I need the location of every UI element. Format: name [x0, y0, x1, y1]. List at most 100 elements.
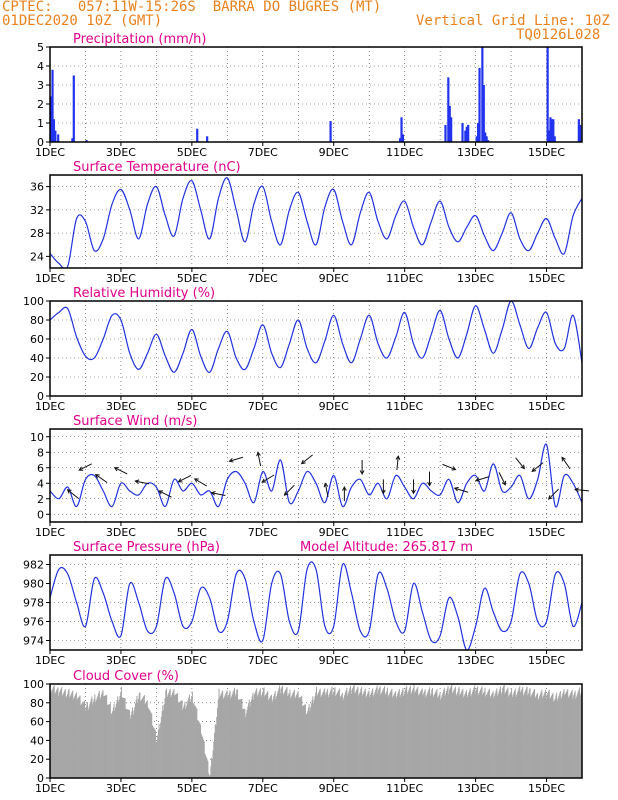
cloud-bar [95, 700, 97, 778]
cloud-bar [364, 690, 366, 778]
cloud-bar [344, 692, 346, 778]
cloud-xtick-label: 3DEC [106, 782, 136, 795]
cloud-bar [374, 692, 376, 778]
cloud-bar [301, 696, 303, 778]
cloud-bar [545, 698, 547, 778]
cloud-bar [269, 697, 271, 778]
temp-xtick-label: 7DEC [248, 272, 278, 285]
cloud-bar [225, 692, 227, 778]
cloud-bar [185, 706, 187, 778]
cloud-bar [64, 689, 66, 778]
cloud-bar [148, 708, 150, 778]
cloud-bar [342, 699, 344, 778]
cloud-bar [531, 693, 533, 778]
cloud-bar [192, 702, 194, 778]
temp-xtick-label: 5DEC [177, 272, 207, 285]
cloud-bar [95, 702, 97, 778]
cloud-bar [349, 688, 351, 778]
cloud-bar [149, 710, 151, 778]
cloud-bar [191, 691, 193, 778]
rh-xtick-label: 11DEC [386, 400, 423, 413]
cloud-bar [421, 688, 423, 778]
cloud-bar [420, 689, 422, 778]
cloud-bar [265, 695, 267, 778]
cloud-bar [197, 720, 199, 778]
cloud-bar [338, 688, 340, 778]
cloud-xtick-label: 5DEC [177, 782, 207, 795]
cloud-bar [429, 687, 431, 778]
cloud-bar [186, 703, 188, 778]
temp-xtick-label: 15DEC [528, 272, 565, 285]
cloud-bar [170, 697, 172, 778]
cloud-bar [403, 693, 405, 778]
wind-arrow [67, 489, 79, 499]
cloud-bar [396, 695, 398, 778]
cloud-bar [434, 693, 436, 778]
cloud-bar [160, 722, 162, 778]
cloud-bar [336, 693, 338, 778]
cloud-bar [304, 704, 306, 778]
cloud-bar [576, 694, 578, 778]
cloud-bar [231, 696, 233, 778]
wind-arrow [194, 478, 207, 487]
pressure-ytick-label: 980 [23, 578, 44, 591]
cloud-bar [260, 696, 262, 778]
cloud-bar [399, 697, 401, 778]
cloud-bar [514, 690, 516, 778]
cloud-bar [468, 692, 470, 778]
cloud-bar [447, 686, 449, 778]
cloud-bar [56, 688, 58, 778]
temp-xtick-label: 1DEC [35, 272, 65, 285]
cloud-bar [369, 694, 371, 778]
wind-xtick-label: 3DEC [106, 526, 136, 539]
precip-ytick-label: 1 [37, 117, 44, 130]
cloud-bar [313, 699, 315, 778]
cloud-bar [389, 693, 391, 778]
cloud-bar [347, 693, 349, 778]
cloud-bar [76, 699, 78, 778]
cloud-bar [489, 697, 491, 778]
cloud-bar [544, 691, 546, 778]
cloud-bar [432, 688, 434, 778]
cloud-bar [525, 688, 527, 778]
cloud-bar [520, 690, 522, 778]
cloud-bar [324, 695, 326, 778]
header-line2: 01DEC2020 10Z (GMT) [2, 13, 163, 29]
cloud-bar [528, 689, 530, 778]
cloud-bar [121, 697, 123, 778]
cloud-bar [395, 691, 397, 778]
cloud-bar [415, 691, 417, 778]
cloud-bar [440, 699, 442, 778]
cloud-bar [309, 710, 311, 778]
cloud-bar [524, 691, 526, 778]
cloud-bar [446, 688, 448, 778]
cloud-bar [546, 694, 548, 778]
cloud-bar [406, 693, 408, 778]
precip-xtick-label: 3DEC [106, 146, 136, 159]
cloud-bar [502, 687, 504, 778]
cloud-bar [248, 699, 250, 778]
rh-ytick-label: 0 [37, 390, 44, 403]
cloud-bar [238, 699, 240, 778]
cloud-bar [206, 759, 208, 778]
cloud-bar [117, 703, 120, 778]
cloud-bar [539, 695, 541, 778]
cloud-bar [117, 696, 119, 778]
cloud-bar [559, 691, 561, 778]
cloud-bar [87, 709, 89, 778]
precip-bar [72, 75, 75, 142]
cloud-bar [316, 695, 318, 778]
wind-arrow [178, 475, 192, 483]
cloud-bar [307, 711, 309, 778]
cloud-bar [93, 698, 95, 778]
wind-arrow-head [78, 466, 84, 471]
cloud-bar [276, 693, 278, 778]
cloud-bar [72, 690, 74, 778]
cloud-bar [230, 698, 232, 778]
cloud-bar [290, 698, 292, 778]
pressure-title: Surface Pressure (hPa) [73, 540, 220, 555]
cloud-bar [171, 692, 173, 778]
cloud-panel: 0 20 40 60 80 100 1DEC 3DEC 5DEC 7DEC 9DEC 11DEC 13D… [23, 669, 583, 795]
cloud-bar [571, 689, 573, 778]
cloud-bar [420, 691, 422, 778]
